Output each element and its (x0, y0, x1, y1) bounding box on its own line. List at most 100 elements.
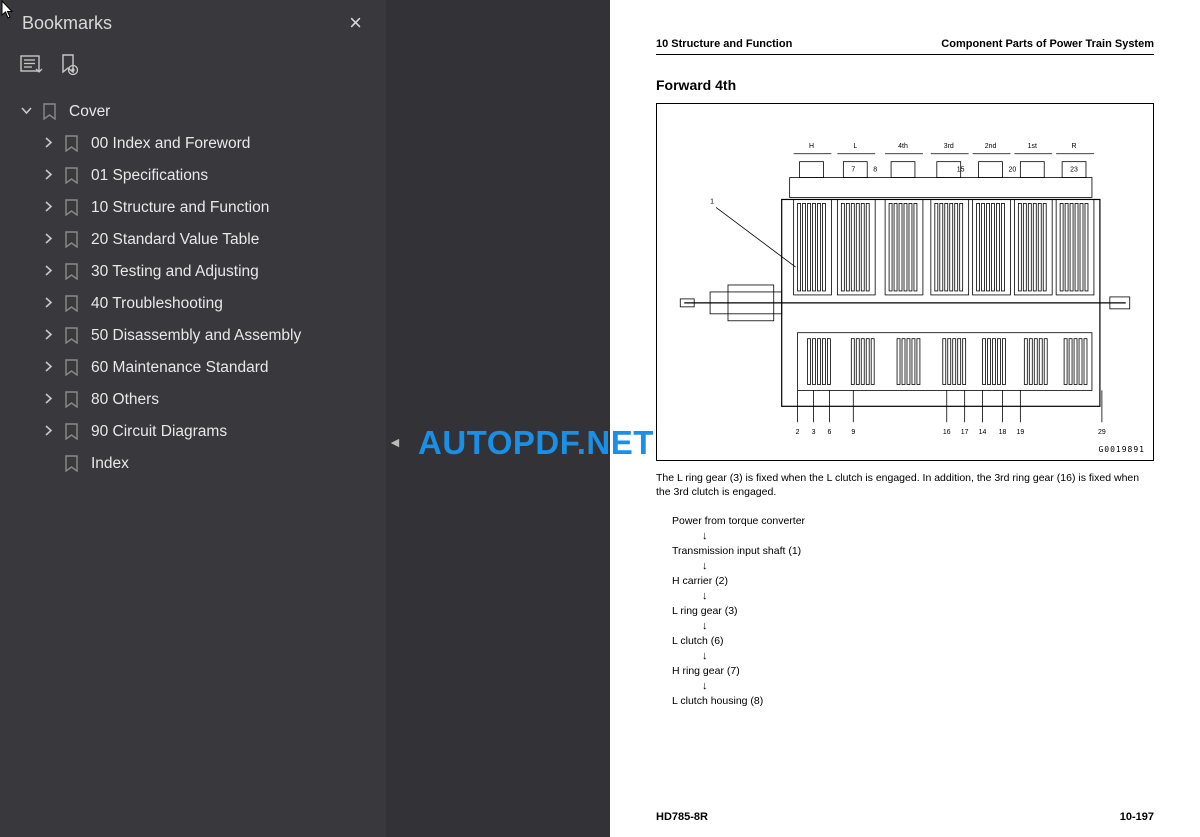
svg-text:19: 19 (1016, 429, 1024, 436)
bookmark-icon (64, 199, 79, 217)
tree-label: 10 Structure and Function (91, 199, 269, 217)
svg-text:4th: 4th (898, 143, 908, 150)
tree-item[interactable]: 90 Circuit Diagrams (0, 416, 386, 448)
tree-item[interactable]: 30 Testing and Adjusting (0, 256, 386, 288)
chevron-right-icon[interactable] (40, 393, 56, 407)
svg-text:L: L (853, 143, 857, 150)
tree-label: 00 Index and Foreword (91, 135, 250, 153)
flow-step: L clutch housing (8) (672, 693, 1154, 709)
tree-item[interactable]: 10 Structure and Function (0, 192, 386, 224)
tree-item[interactable]: ·Index (0, 448, 386, 480)
tree-label: Index (91, 455, 129, 473)
bookmarks-toolbar (0, 42, 386, 88)
tree-item[interactable]: 80 Others (0, 384, 386, 416)
svg-text:3: 3 (812, 429, 816, 436)
svg-text:18: 18 (999, 429, 1007, 436)
tree-label: 40 Troubleshooting (91, 295, 223, 313)
collapse-sidebar-icon[interactable]: ◄ (386, 426, 404, 458)
current-bookmark-icon[interactable] (58, 54, 78, 76)
svg-text:23: 23 (1070, 167, 1078, 174)
flow-arrow-icon: ↓ (672, 619, 1154, 633)
bookmarks-sidebar: Bookmarks × Cover 00 Index and Foreword 0… (0, 0, 386, 837)
svg-text:7: 7 (851, 167, 855, 174)
tree-item[interactable]: 20 Standard Value Table (0, 224, 386, 256)
page-header-left: 10 Structure and Function (656, 38, 792, 50)
power-flow-list: Power from torque converter↓Transmission… (656, 513, 1154, 709)
flow-arrow-icon: ↓ (672, 679, 1154, 693)
technical-diagram: HL4th3rd2nd1stR7815202312369161714181929… (656, 103, 1154, 461)
flow-step: Power from torque converter (672, 513, 1154, 529)
svg-text:2nd: 2nd (985, 143, 997, 150)
flow-step: L ring gear (3) (672, 603, 1154, 619)
svg-text:1: 1 (710, 198, 714, 205)
tree-item[interactable]: 00 Index and Foreword (0, 128, 386, 160)
diagram-caption: The L ring gear (3) is fixed when the L … (656, 471, 1154, 499)
svg-text:29: 29 (1098, 429, 1106, 436)
flow-step: H ring gear (7) (672, 663, 1154, 679)
svg-text:15: 15 (957, 167, 965, 174)
chevron-right-icon[interactable] (40, 297, 56, 311)
bookmark-icon (42, 103, 57, 121)
section-title: Forward 4th (656, 77, 1154, 93)
svg-text:20: 20 (1009, 167, 1017, 174)
bookmark-icon (64, 423, 79, 441)
bookmark-icon (64, 391, 79, 409)
flow-arrow-icon: ↓ (672, 649, 1154, 663)
chevron-right-icon[interactable] (40, 137, 56, 151)
bookmark-icon (64, 327, 79, 345)
svg-text:6: 6 (827, 429, 831, 436)
svg-text:H: H (809, 143, 814, 150)
flow-arrow-icon: ↓ (672, 529, 1154, 543)
diagram-code: G0019891 (1098, 445, 1145, 454)
svg-text:2: 2 (796, 429, 800, 436)
page-gap (386, 0, 610, 837)
bookmark-tree: Cover 00 Index and Foreword 01 Specificat… (0, 88, 386, 480)
page-footer-right: 10-197 (1120, 811, 1154, 823)
svg-text:17: 17 (961, 429, 969, 436)
chevron-right-icon[interactable] (40, 201, 56, 215)
pdf-page: 10 Structure and Function Component Part… (610, 0, 1200, 837)
flow-step: Transmission input shaft (1) (672, 543, 1154, 559)
chevron-right-icon[interactable] (40, 361, 56, 375)
outline-options-icon[interactable] (20, 55, 44, 75)
svg-text:16: 16 (943, 429, 951, 436)
tree-label: 90 Circuit Diagrams (91, 423, 227, 441)
bookmark-icon (64, 263, 79, 281)
chevron-right-icon[interactable] (40, 329, 56, 343)
tree-label: 30 Testing and Adjusting (91, 263, 259, 281)
close-icon[interactable]: × (343, 10, 368, 36)
transmission-diagram-svg: HL4th3rd2nd1stR7815202312369161714181929 (657, 104, 1153, 460)
sidebar-title: Bookmarks (22, 13, 112, 34)
flow-step: L clutch (6) (672, 633, 1154, 649)
tree-item[interactable]: 01 Specifications (0, 160, 386, 192)
svg-text:9: 9 (851, 429, 855, 436)
chevron-right-icon[interactable] (40, 233, 56, 247)
flow-arrow-icon: ↓ (672, 589, 1154, 603)
page-footer-left: HD785-8R (656, 811, 708, 823)
tree-label: 20 Standard Value Table (91, 231, 259, 249)
svg-text:8: 8 (873, 167, 877, 174)
chevron-right-icon[interactable] (40, 169, 56, 183)
bookmark-icon (64, 231, 79, 249)
tree-item[interactable]: 50 Disassembly and Assembly (0, 320, 386, 352)
svg-text:R: R (1072, 143, 1077, 150)
flow-step: H carrier (2) (672, 573, 1154, 589)
tree-label: Cover (69, 103, 110, 121)
bookmark-icon (64, 295, 79, 313)
tree-label: 50 Disassembly and Assembly (91, 327, 301, 345)
bookmark-icon (64, 455, 79, 473)
chevron-down-icon[interactable] (18, 105, 34, 119)
bookmark-icon (64, 135, 79, 153)
page-header-right: Component Parts of Power Train System (941, 38, 1154, 50)
tree-item[interactable]: 60 Maintenance Standard (0, 352, 386, 384)
tree-label: 80 Others (91, 391, 159, 409)
svg-text:1st: 1st (1028, 143, 1037, 150)
chevron-right-icon[interactable] (40, 265, 56, 279)
tree-item[interactable]: 40 Troubleshooting (0, 288, 386, 320)
chevron-right-icon[interactable] (40, 425, 56, 439)
flow-arrow-icon: ↓ (672, 559, 1154, 573)
bookmark-icon (64, 359, 79, 377)
svg-text:3rd: 3rd (944, 143, 954, 150)
svg-text:14: 14 (979, 429, 987, 436)
tree-item-cover[interactable]: Cover (0, 96, 386, 128)
